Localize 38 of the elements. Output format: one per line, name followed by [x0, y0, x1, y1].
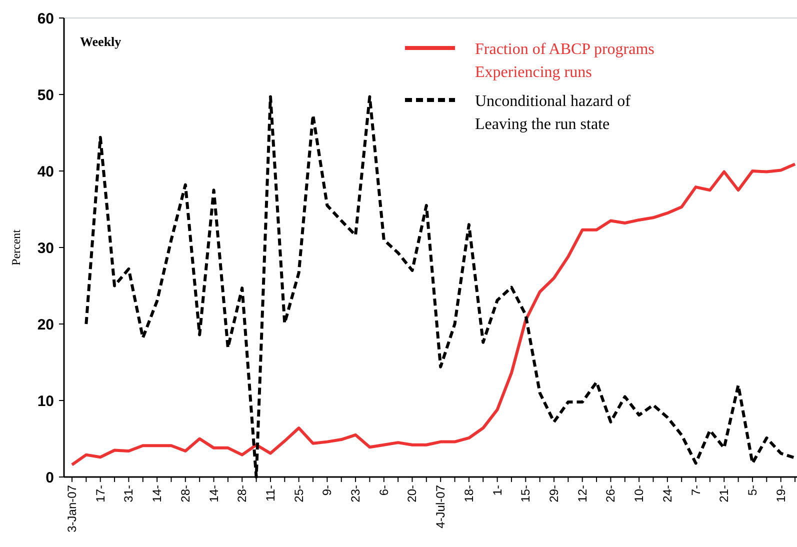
- x-tick-label: 18-: [462, 484, 476, 502]
- y-tick-label: 50: [37, 86, 54, 104]
- line-series: [70, 162, 796, 466]
- x-tick-label: 14-: [206, 484, 221, 502]
- x-tick-label: 29-: [547, 484, 561, 502]
- x-tick-label: 6-: [376, 485, 391, 496]
- legend-label: Fraction of ABCP programs Experiencing runs: [475, 41, 654, 81]
- y-tick-label: 60: [37, 10, 54, 28]
- x-tick-label: 24-: [660, 484, 674, 502]
- x-tick-label: 9-: [320, 485, 334, 496]
- y-axis-title: Percent: [9, 228, 23, 266]
- x-tick-label: 5-: [745, 485, 760, 496]
- y-tick-label: 10: [37, 392, 54, 410]
- x-tick-label: 15-: [518, 484, 533, 502]
- x-tick-label: 31-: [122, 484, 136, 502]
- x-tick-label: 4-Jul-07: [434, 484, 448, 528]
- x-tick-label: 10-: [632, 484, 646, 502]
- x-tick-label: 25-: [292, 484, 306, 502]
- x-tick-label: 14-: [150, 484, 164, 502]
- y-tick-label: 30: [37, 240, 54, 257]
- x-tick-label: 26-: [604, 484, 618, 502]
- x-tick-label: 12-: [575, 484, 590, 502]
- x-tick-label: 23-: [348, 484, 363, 502]
- x-tick-label: 11-: [263, 484, 278, 502]
- x-tick-label: 7-: [688, 485, 703, 496]
- annotation: Weekly: [80, 34, 122, 49]
- x-tick-label: 19-: [774, 484, 788, 502]
- y-tick-label: 40: [37, 163, 54, 180]
- y-tick-label: 20: [37, 316, 54, 334]
- x-tick-label: 21-: [717, 484, 732, 502]
- x-tick-label: 3-Jan-07: [65, 484, 79, 532]
- x-tick-label: 20-: [405, 484, 420, 502]
- x-tick-label: 28-: [178, 484, 192, 502]
- x-tick-label: 28-: [235, 484, 250, 502]
- y-tick-label: 0: [46, 469, 54, 486]
- x-tick-label: 17-: [93, 484, 108, 502]
- x-tick-label: 1-: [490, 485, 504, 496]
- legend-label: Unconditional hazard of Leaving the run state: [475, 93, 632, 133]
